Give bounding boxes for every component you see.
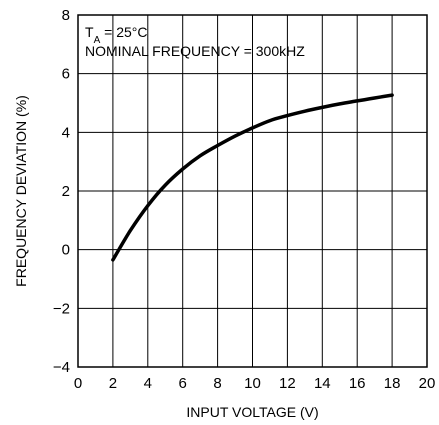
annotation-nominal-frequency: NOMINAL FREQUENCY = 300kHZ (85, 43, 305, 59)
y-tick-label: 0 (62, 242, 70, 259)
x-tick-label: 18 (384, 375, 401, 392)
x-tick-label: 12 (279, 375, 296, 392)
x-tick-label: 14 (314, 375, 331, 392)
grid (78, 15, 427, 367)
x-tick-label: 10 (244, 375, 261, 392)
y-tick-labels: −4 −2 0 2 4 6 8 (53, 7, 70, 376)
x-tick-label: 20 (419, 375, 436, 392)
x-tick-label: 0 (74, 375, 82, 392)
y-tick-label: 6 (62, 66, 70, 83)
x-axis-label: INPUT VOLTAGE (V) (186, 404, 318, 420)
y-tick-label: 2 (62, 183, 70, 200)
y-tick-label: 4 (62, 124, 70, 141)
annotation-temperature-value: = 25°C (100, 24, 147, 40)
x-tick-label: 8 (213, 375, 221, 392)
y-tick-label: −2 (53, 300, 70, 317)
x-tick-labels: 0 2 4 6 8 10 12 14 16 18 20 (74, 375, 436, 392)
series-line (111, 93, 394, 262)
annotation-temperature: TA = 25°C (85, 24, 147, 46)
y-tick-label: 8 (62, 7, 70, 24)
x-tick-label: 2 (109, 375, 117, 392)
y-axis-label: FREQUENCY DEVIATION (%) (13, 95, 29, 287)
plot-frame (77, 14, 428, 368)
x-tick-label: 16 (349, 375, 366, 392)
y-tick-label: −4 (53, 359, 70, 376)
x-tick-label: 6 (179, 375, 187, 392)
x-tick-label: 4 (144, 375, 152, 392)
annotation-temperature-subscript: A (94, 35, 101, 46)
annotation-temperature-symbol: T (85, 24, 94, 40)
